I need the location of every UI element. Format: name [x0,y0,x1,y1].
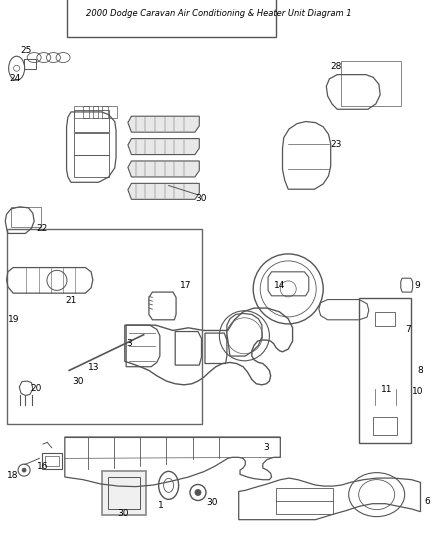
Text: 28: 28 [331,62,342,71]
Bar [74,110,110,132]
Bar [42,453,62,469]
Bar [7,229,201,424]
Text: 17: 17 [180,281,192,289]
Bar [102,106,117,118]
Bar [24,59,36,69]
Text: 30: 30 [118,510,129,518]
Text: 2000 Dodge Caravan Air Conditioning & Heater Unit Diagram 1: 2000 Dodge Caravan Air Conditioning & He… [86,9,352,18]
Polygon shape [128,161,199,177]
Text: 6: 6 [424,497,430,505]
Text: 10: 10 [412,387,423,396]
Text: 9: 9 [414,281,420,289]
Bar [11,206,41,227]
Bar [107,477,140,509]
Bar [102,471,145,515]
Text: 21: 21 [65,296,77,305]
Text: 30: 30 [196,194,207,203]
Text: 24: 24 [10,75,21,83]
Bar [45,456,59,466]
Bar [74,133,110,155]
Text: 3: 3 [263,443,269,452]
Polygon shape [128,116,199,132]
Text: 7: 7 [405,325,411,334]
Ellipse shape [195,489,201,496]
Text: 3: 3 [127,340,133,348]
Text: 8: 8 [417,366,423,375]
Text: 22: 22 [36,224,47,232]
Bar [341,61,401,106]
Text: 11: 11 [381,385,392,393]
Polygon shape [128,139,199,155]
Bar [93,106,108,118]
Text: 1: 1 [158,501,164,510]
Text: 16: 16 [37,462,49,471]
Text: 13: 13 [88,364,100,372]
Text: 30: 30 [206,498,217,506]
Bar [67,0,276,37]
Bar [74,106,88,118]
Bar [74,155,110,177]
Text: 18: 18 [7,472,19,480]
Ellipse shape [164,478,173,492]
Polygon shape [128,183,199,199]
Bar [83,106,98,118]
Text: 20: 20 [30,384,42,392]
Text: 19: 19 [8,316,19,324]
Text: 14: 14 [274,281,285,289]
Text: 30: 30 [72,377,84,385]
Ellipse shape [22,468,26,472]
Bar [375,312,396,326]
Bar [374,417,397,435]
Bar [360,298,411,443]
Text: 23: 23 [331,141,342,149]
Text: 25: 25 [21,46,32,54]
